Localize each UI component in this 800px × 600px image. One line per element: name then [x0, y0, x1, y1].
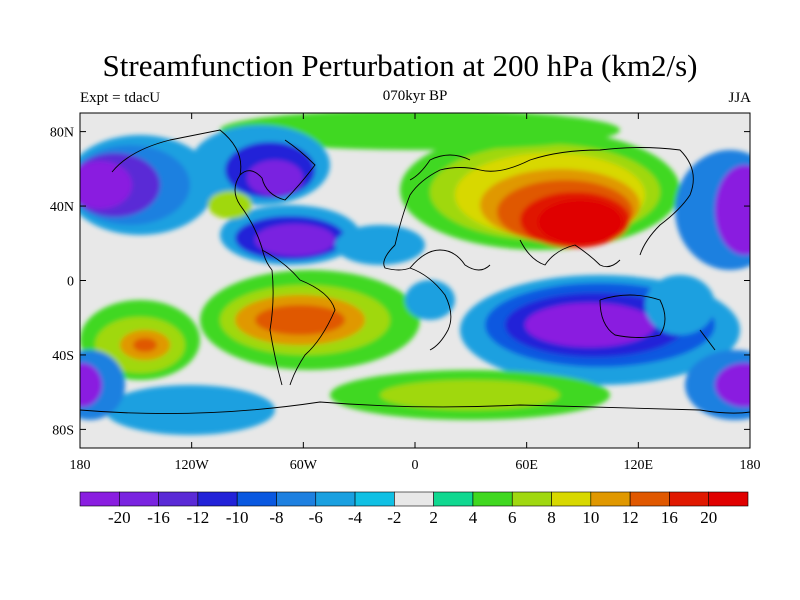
season-label: JJA	[728, 90, 751, 106]
south-pacific-high-core	[133, 338, 157, 352]
colorbar-swatch	[79, 491, 120, 507]
colorbar-swatch	[394, 491, 434, 507]
east-edge-low-core	[715, 363, 750, 407]
colorbar-label: -20	[108, 508, 131, 527]
x-axis: 180 120W 60W 0 60E 120E 180	[70, 113, 761, 473]
colorbar-swatch	[472, 491, 513, 507]
colorbar-swatch	[315, 491, 356, 507]
experiment-label: Expt = tdacU	[80, 90, 161, 106]
tropical-africa-band	[405, 280, 455, 320]
y-tick-label: 80N	[50, 126, 74, 141]
north-atlantic-low-core	[255, 224, 335, 256]
colorbar-swatch	[158, 491, 199, 507]
indian-ocean-low-core	[525, 303, 655, 347]
west-edge-low-core	[80, 363, 102, 407]
colorbar-label: -2	[387, 508, 401, 527]
colorbar: -20 -16 -12 -10 -8 -6 -4 -2 2 4 6 8 10 12 16 20	[79, 491, 749, 527]
colorbar-label: 4	[469, 508, 478, 527]
eurasian-high-core	[538, 200, 622, 244]
south-atlantic-high-core	[255, 305, 345, 335]
colorbar-label: 20	[700, 508, 717, 527]
coastlines	[80, 129, 750, 415]
y-tick-label: 40S	[52, 349, 74, 364]
west-pacific-low-core	[715, 165, 750, 255]
colorbar-label: 6	[508, 508, 517, 527]
colorbar-label: -8	[269, 508, 283, 527]
time-label: 070kyr BP	[382, 88, 448, 104]
colorbar-swatch	[551, 491, 592, 507]
southern-ocean-belt-inner	[380, 380, 560, 410]
map-title: Streamfunction Perturbation at 200 hPa (…	[102, 48, 698, 83]
y-tick-label: 40N	[50, 200, 74, 215]
colorbar-swatch	[236, 491, 277, 507]
colorbar-label: -10	[226, 508, 249, 527]
y-axis: 80N 40N 0 40S 80S	[50, 126, 750, 438]
hudson-low-core	[247, 160, 303, 196]
caribbean-high	[208, 191, 252, 219]
colorbar-swatch	[118, 491, 159, 507]
y-tick-label: 0	[67, 275, 74, 290]
colorbar-swatch	[354, 491, 395, 507]
colorbar-label: 12	[622, 508, 639, 527]
colorbar-label: -16	[147, 508, 170, 527]
x-tick-label: 180	[740, 458, 761, 473]
colorbar-label: 2	[429, 508, 438, 527]
colorbar-swatch	[433, 491, 474, 507]
colorbar-swatch	[669, 491, 710, 507]
colorbar-label: -6	[309, 508, 323, 527]
colorbar-swatch	[511, 491, 552, 507]
arctic-band	[220, 113, 620, 150]
colorbar-label: -4	[348, 508, 363, 527]
southeast-pacific-low	[105, 385, 275, 435]
x-tick-label: 180	[70, 458, 91, 473]
colorbar-label: 10	[582, 508, 599, 527]
colorbar-swatch	[276, 491, 317, 507]
x-tick-label: 120E	[624, 458, 654, 473]
x-tick-label: 120W	[175, 458, 210, 473]
y-tick-label: 80S	[52, 423, 74, 438]
colorbar-swatch	[197, 491, 238, 507]
tropical-atlantic-band	[335, 225, 425, 265]
colorbar-label: 16	[661, 508, 678, 527]
x-tick-label: 0	[412, 458, 419, 473]
colorbar-label: -12	[187, 508, 210, 527]
colorbar-swatch	[590, 491, 631, 507]
colorbar-swatch	[629, 491, 670, 507]
colorbar-swatch	[708, 491, 749, 507]
x-tick-label: 60E	[515, 458, 538, 473]
colorbar-label: 8	[547, 508, 556, 527]
x-tick-label: 60W	[290, 458, 318, 473]
contour-field	[80, 113, 750, 448]
north-pacific-low-core	[80, 161, 132, 209]
east-pacific-band	[645, 275, 715, 335]
